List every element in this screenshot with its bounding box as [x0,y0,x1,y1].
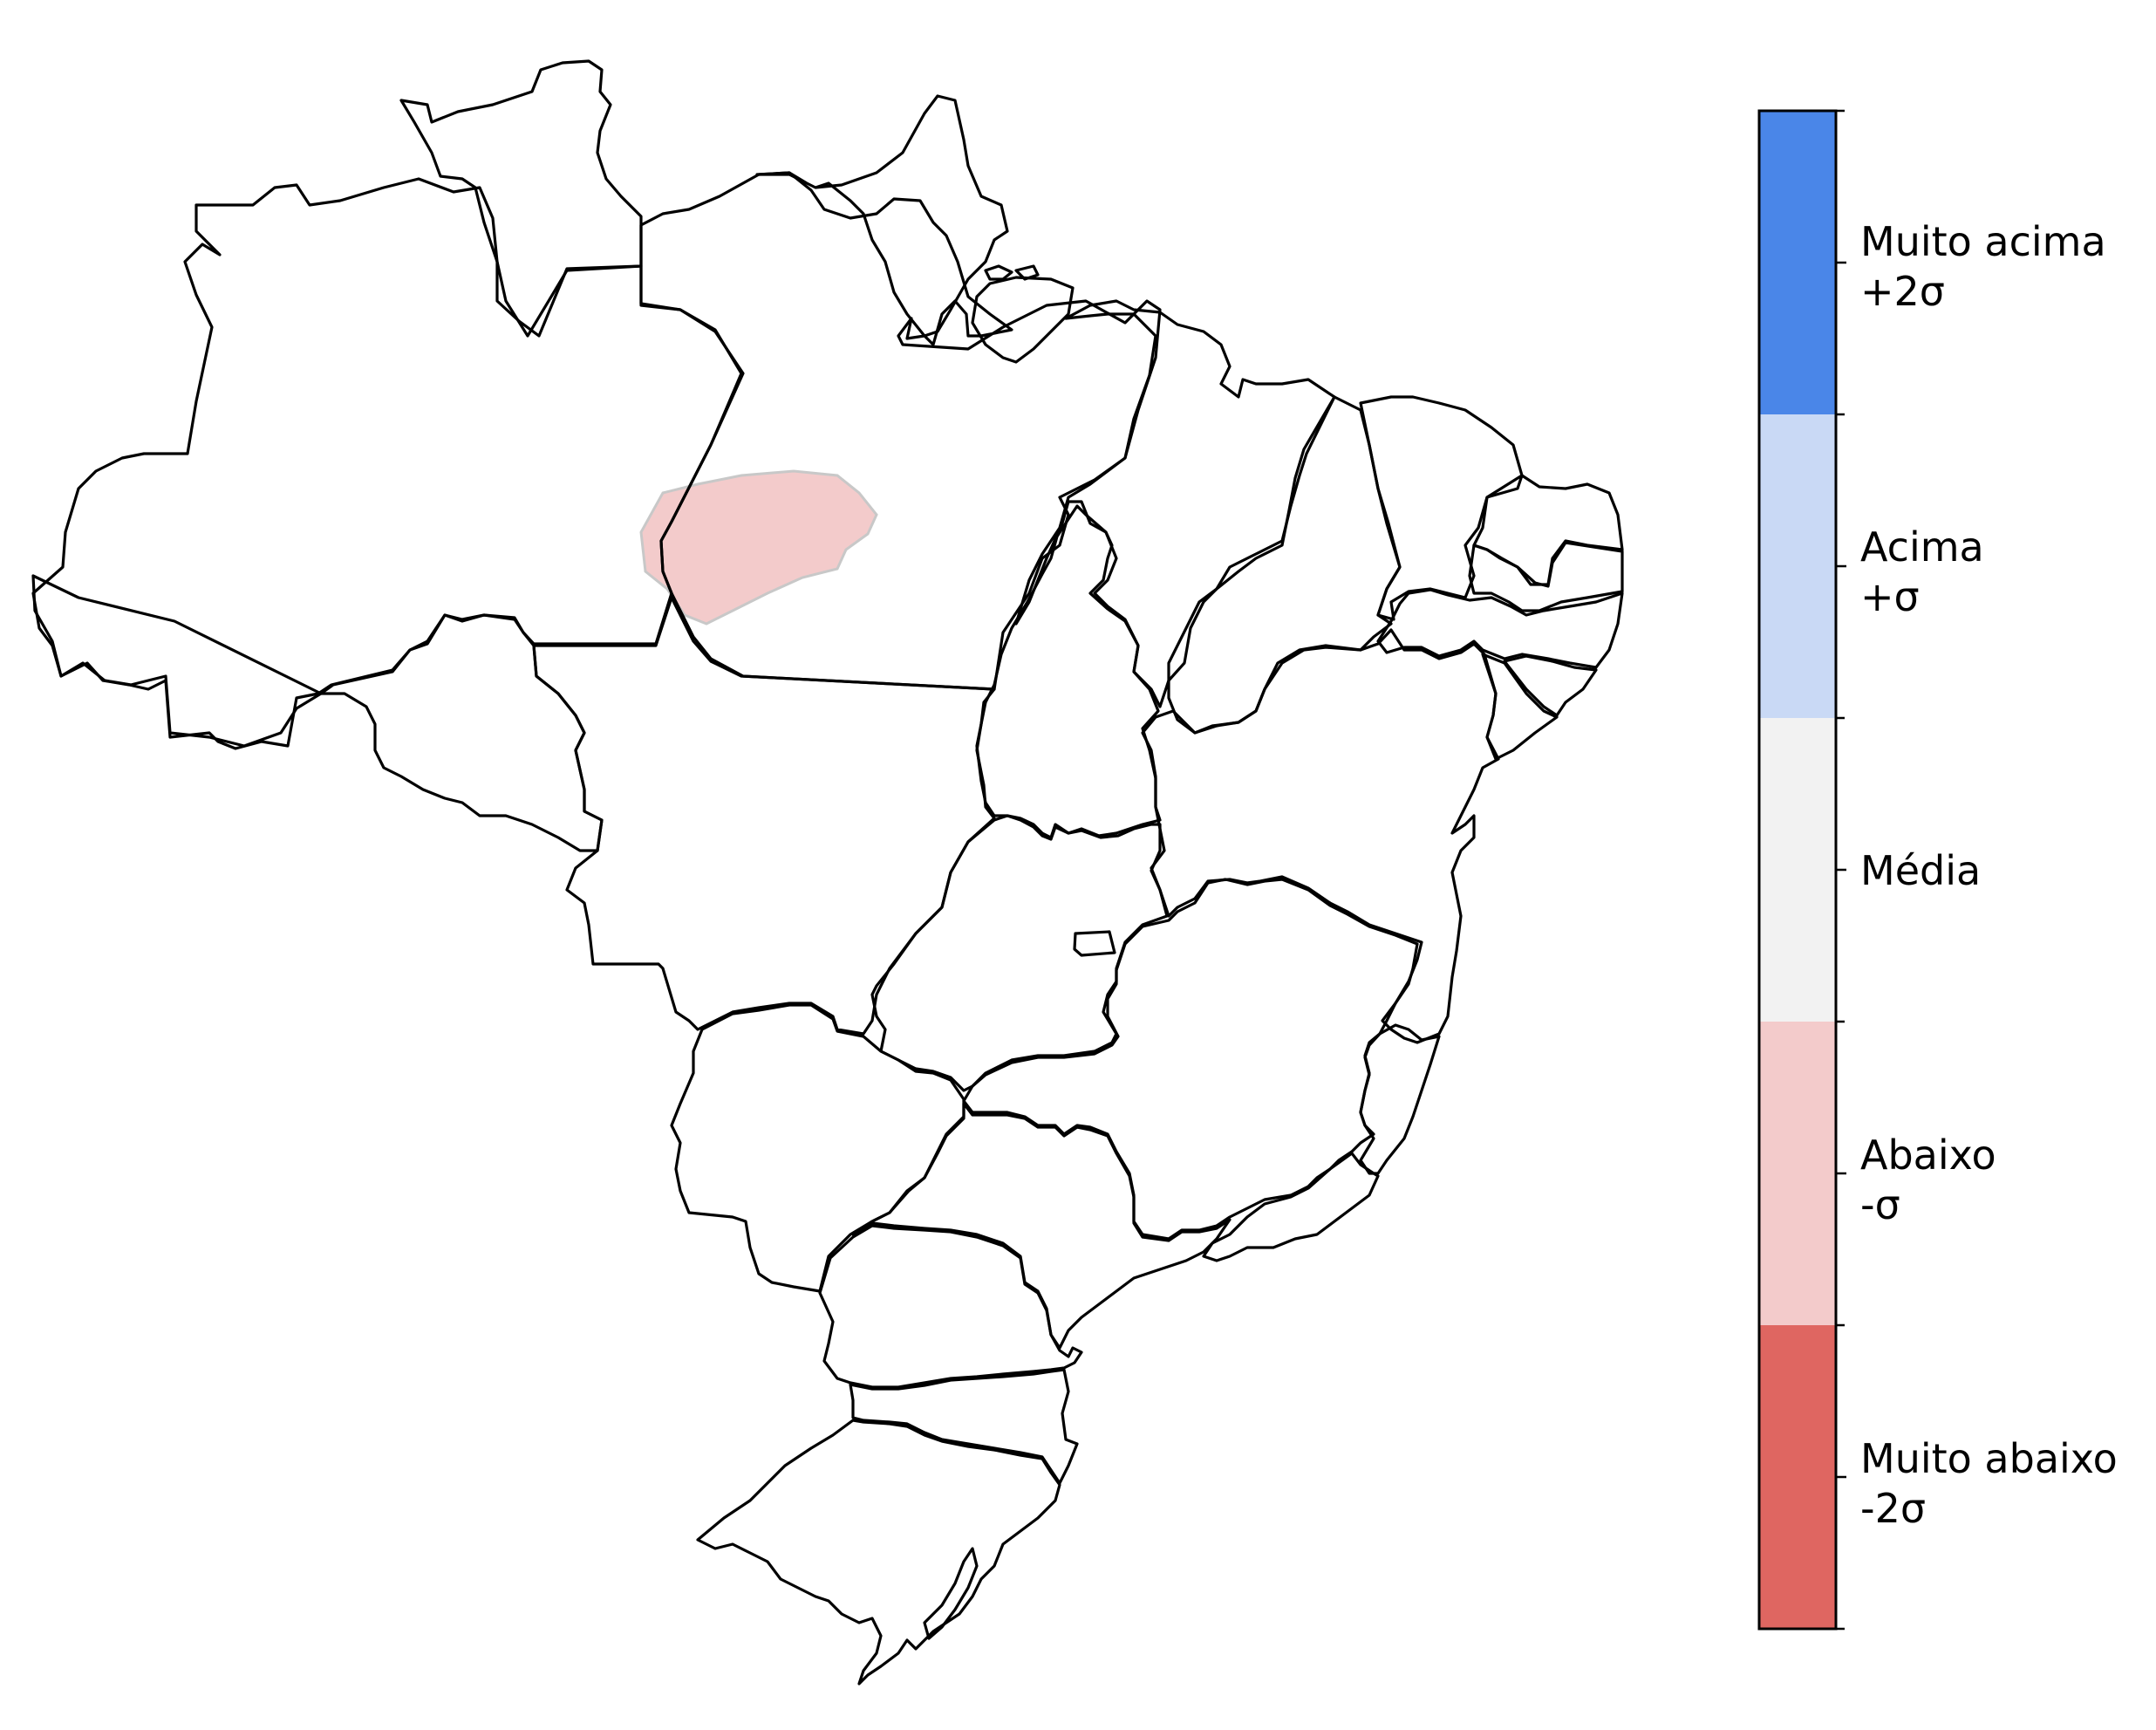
colorbar-segment-acima [1759,414,1836,718]
colorbar-sublabel-acima: +σ [1860,573,1920,620]
state-amapa [755,94,1009,338]
brazil-map [31,59,1624,1686]
state-tocantins [975,504,1162,839]
state-para [639,171,1162,691]
lagoon-dos-patos [923,1547,979,1640]
state-bahia [1141,628,1500,1044]
state-amazonas [31,177,745,750]
state-espirito-santo [1359,1023,1441,1175]
state-distrito-federal [1073,930,1116,957]
state-santa-catarina [849,1368,1079,1485]
state-rondonia [319,613,604,852]
colorbar-sublabel-muito-abaixo: -2σ [1860,1485,1926,1532]
state-acre [31,574,323,748]
island-small-1 [984,264,1013,281]
state-mato-grosso [532,596,996,1036]
colorbar-segment-muito-acima [1759,111,1836,414]
colorbar-label-abaixo: Abaixo [1860,1132,1996,1179]
state-sao-paulo [851,1102,1232,1350]
colorbar-label-muito-acima: Muito acima [1860,218,2106,265]
colorbar-label-acima: Acima [1860,523,1984,571]
colorbar: Muito acima +2σ Acima +σ Média Abaixo -σ… [1757,109,2118,1631]
state-paraiba [1468,541,1624,612]
state-rio-grande-do-sul [696,1419,1061,1686]
state-minas-gerais [962,878,1419,1241]
state-maranhao [1014,299,1336,708]
island-small-2 [1014,264,1040,281]
state-roraima [399,59,643,338]
state-alagoas [1503,654,1598,717]
colorbar-sublabel-abaixo: -σ [1860,1181,1900,1228]
colorbar-label-media: Média [1860,847,1981,894]
colorbar-label-muito-abaixo: Muito abaixo [1860,1435,2118,1482]
state-pernambuco [1376,588,1624,669]
colorbar-segment-abaixo [1759,1022,1836,1325]
state-parana [818,1224,1083,1389]
state-piaui [1167,395,1402,735]
state-rio-de-janeiro [1202,1152,1380,1262]
colorbar-segment-media [1759,718,1836,1022]
island-marajo [971,276,1075,364]
anomaly-region-below-average [639,469,878,626]
colorbar-sublabel-muito-acima: +2σ [1860,268,1945,315]
state-mato-grosso-do-sul [670,1003,965,1293]
colorbar-segment-muito-abaixo [1759,1325,1836,1629]
state-ceara [1359,395,1524,621]
